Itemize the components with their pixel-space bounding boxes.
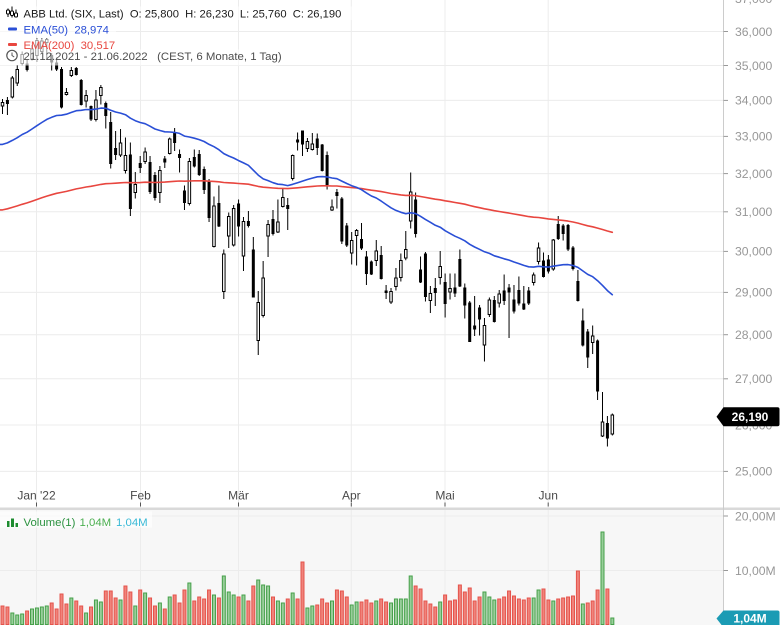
svg-text:32,000: 32,000 [735, 167, 772, 181]
svg-text:20,00M: 20,00M [735, 509, 776, 523]
svg-text:29,000: 29,000 [735, 286, 772, 300]
svg-text:EMA(200) 30,517: EMA(200) 30,517 [24, 40, 116, 52]
svg-text:ABB Ltd. (SIX, Last) O: 25,80: ABB Ltd. (SIX, Last) O: 25,800 H: 26,230… [24, 9, 342, 21]
svg-text:25,000: 25,000 [735, 465, 772, 479]
svg-text:Mär: Mär [228, 489, 249, 503]
svg-text:36,000: 36,000 [735, 25, 772, 39]
svg-text:1,04M: 1,04M [80, 517, 112, 529]
svg-text:30,000: 30,000 [735, 245, 772, 259]
svg-text:33,000: 33,000 [735, 130, 772, 144]
svg-text:Apr: Apr [342, 489, 361, 503]
svg-text:EMA(50) 28,974: EMA(50) 28,974 [24, 25, 109, 37]
svg-text:28,000: 28,000 [735, 328, 772, 342]
svg-text:1,04M: 1,04M [116, 517, 148, 529]
svg-text:35,000: 35,000 [735, 59, 772, 73]
svg-text:Volume(1): Volume(1) [24, 517, 76, 529]
svg-text:10,00M: 10,00M [735, 564, 776, 578]
svg-text:1,04M: 1,04M [733, 612, 766, 625]
svg-text:34,000: 34,000 [735, 94, 772, 108]
svg-text:37,000: 37,000 [735, 0, 772, 6]
svg-text:21.12.2021 - 21.06.2022 (CES: 21.12.2021 - 21.06.2022 (CEST, 6 Monate,… [24, 51, 282, 63]
svg-text:Jan '22: Jan '22 [17, 489, 56, 503]
svg-text:26,190: 26,190 [732, 410, 769, 424]
svg-text:Feb: Feb [130, 489, 151, 503]
svg-text:27,000: 27,000 [735, 372, 772, 386]
svg-text:Mai: Mai [435, 489, 454, 503]
svg-text:31,000: 31,000 [735, 205, 772, 219]
svg-text:Jun: Jun [539, 489, 558, 503]
